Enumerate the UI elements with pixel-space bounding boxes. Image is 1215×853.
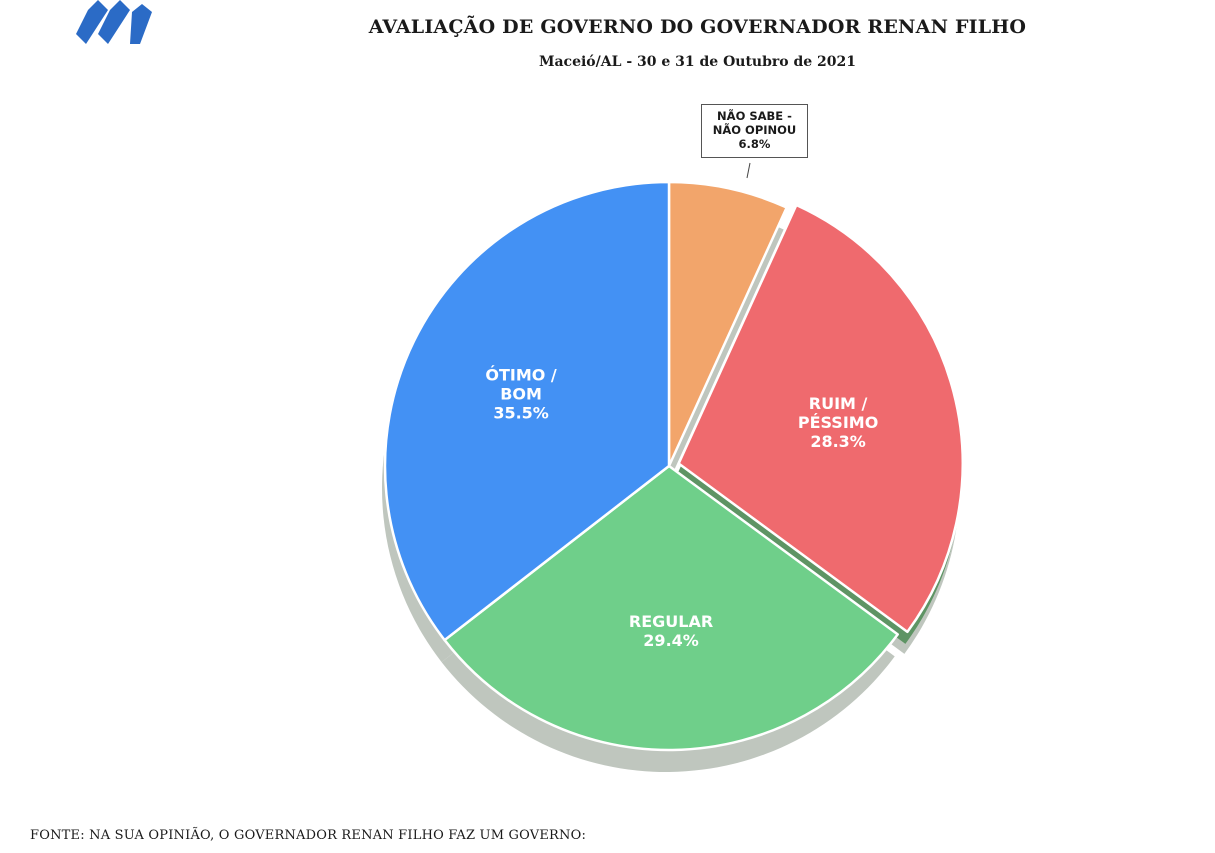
pie-slice-nao-sabe-nao-opinou — [667, 180, 788, 468]
slice-category-label: ÓTIMO / — [485, 366, 557, 385]
brand-logo — [76, 0, 152, 44]
slice-category-label: PÉSSIMO — [798, 413, 878, 432]
callout-value: 6.8% — [738, 137, 771, 151]
source-note: FONTE: NA SUA OPINIÃO, O GOVERNADOR RENA… — [30, 828, 587, 843]
slice-callout-nao-sabe: NÃO SABE - NÃO OPINOU 6.8% — [701, 104, 808, 158]
slice-value-label: 35.5% — [493, 404, 549, 423]
slice-label-otimo-bom: ÓTIMO / BOM 35.5% — [485, 366, 557, 423]
slice-value-label: 29.4% — [643, 631, 699, 650]
pie-slice-regular — [443, 464, 899, 752]
slice-category-label: BOM — [500, 385, 542, 404]
pie-slice-ruim-pessimo — [677, 203, 964, 634]
callout-label-line-2: NÃO OPINOU — [712, 123, 797, 137]
slice-value-label: 28.3% — [810, 432, 866, 451]
chart-title: AVALIAÇÃO DE GOVERNO DO GOVERNADOR RENAN… — [368, 16, 1027, 38]
slice-label-ruim-pessimo: RUIM / PÉSSIMO 28.3% — [798, 394, 878, 451]
slice-category-label: REGULAR — [629, 612, 713, 631]
slice-label-regular: REGULAR 29.4% — [629, 612, 713, 650]
pie-slice-otimo-bom — [383, 180, 671, 642]
slice-category-label: RUIM / — [809, 394, 868, 413]
callout-label-line-1: NÃO SABE - — [717, 109, 792, 123]
callout-leader-line — [746, 162, 751, 179]
chart-subtitle: Maceió/AL - 30 e 31 de Outubro de 2021 — [538, 54, 857, 70]
